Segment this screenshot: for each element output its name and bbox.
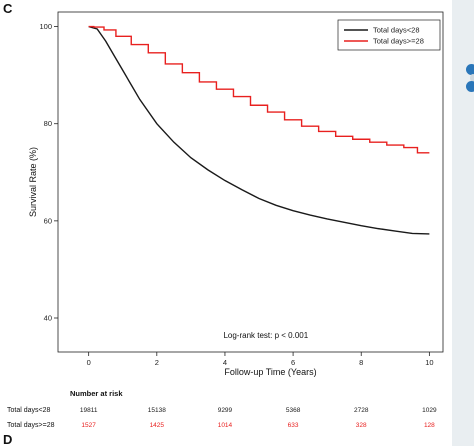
x-tick-label: 4 — [223, 358, 227, 367]
x-axis-ticks: 0 2 4 6 8 10 — [87, 352, 434, 367]
risk-table-title: Number at risk — [70, 389, 123, 398]
next-panel-letter: D — [3, 432, 12, 446]
risk-value: 328 — [356, 422, 367, 429]
survival-chart: C 40 60 80 100 0 2 4 6 8 10 Survival Rate (%) Fo… — [3, 1, 444, 446]
x-tick-label: 0 — [87, 358, 91, 367]
risk-row-label: Total days<28 — [7, 407, 50, 414]
risk-value: 2728 — [354, 407, 369, 414]
legend-label-lt28: Total days<28 — [373, 26, 420, 35]
y-axis-ticks: 40 60 80 100 — [39, 22, 58, 323]
y-tick-label: 40 — [44, 314, 52, 323]
panel-letter: C — [3, 1, 13, 16]
y-tick-label: 100 — [39, 22, 52, 31]
risk-value: 15138 — [148, 407, 166, 414]
risk-value: 128 — [424, 422, 435, 429]
risk-value: 5368 — [286, 407, 301, 414]
series-line-0 — [88, 25, 430, 235]
logrank-annotation: Log-rank test: p < 0.001 — [223, 331, 308, 340]
risk-value: 1029 — [422, 407, 437, 414]
plot-frame — [57, 11, 444, 353]
y-tick-label: 60 — [44, 216, 52, 225]
chart-legend: Total days<28 Total days>=28 — [337, 19, 441, 51]
y-tick-label: 80 — [44, 119, 52, 128]
risk-row-label: Total days>=28 — [7, 422, 55, 429]
risk-table: Total days<28 19811 15138 9299 5368 2728 1029 T… — [7, 407, 437, 429]
blue-dot-icon — [466, 64, 474, 75]
x-tick-label: 10 — [425, 358, 433, 367]
blue-dot-icon-2 — [466, 81, 474, 92]
legend-box — [337, 19, 441, 51]
series-layer — [88, 25, 430, 235]
risk-value: 633 — [288, 422, 299, 429]
x-axis-title: Follow-up Time (Years) — [224, 367, 316, 377]
risk-value: 19811 — [80, 407, 98, 414]
y-axis-title: Survival Rate (%) — [28, 147, 38, 217]
survival-figure: C 40 60 80 100 0 2 4 6 8 10 Survival Rate (%) Fo… — [0, 0, 452, 446]
light-dot-icon — [470, 74, 474, 82]
x-tick-label: 6 — [291, 358, 295, 367]
x-tick-label: 8 — [359, 358, 363, 367]
risk-value: 9299 — [218, 407, 233, 414]
x-tick-label: 2 — [155, 358, 159, 367]
legend-label-ge28: Total days>=28 — [373, 37, 424, 46]
risk-value: 1527 — [81, 422, 96, 429]
series-line-1 — [88, 25, 430, 154]
risk-value: 1014 — [218, 422, 233, 429]
risk-value: 1425 — [150, 422, 165, 429]
